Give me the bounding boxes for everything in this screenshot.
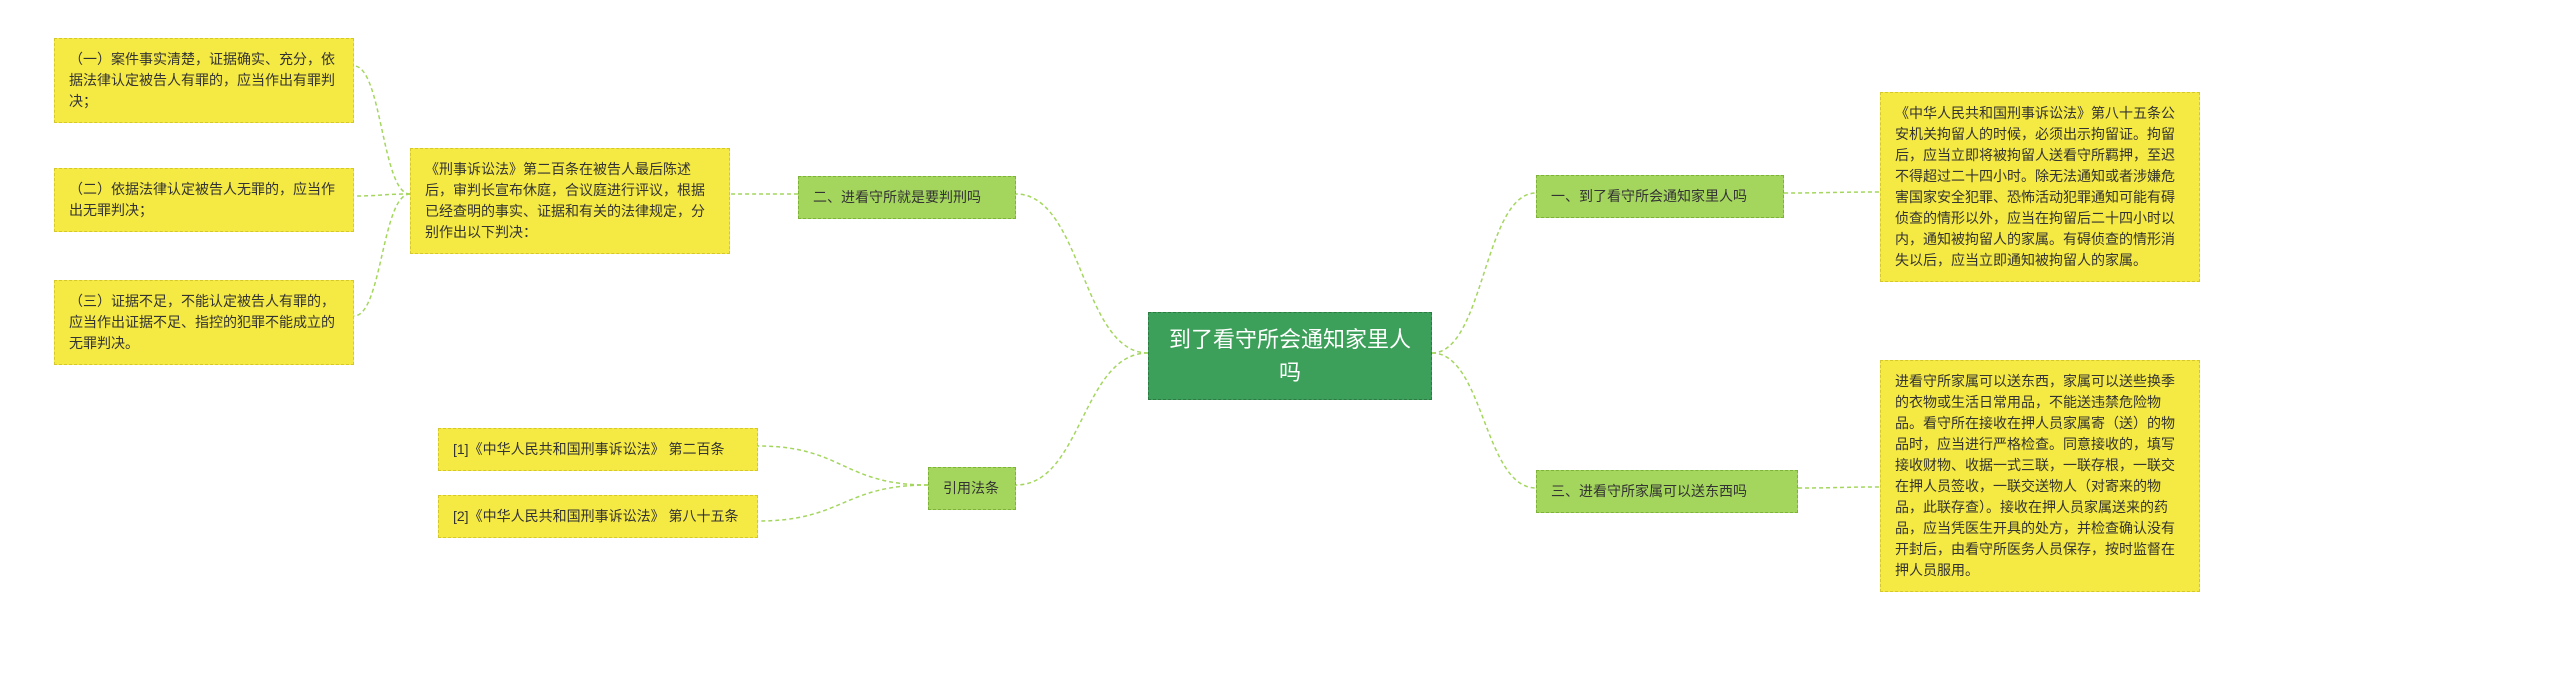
leaf-l1m1b: （二）依据法律认定被告人无罪的，应当作出无罪判决； [54, 168, 354, 232]
leaf-l2a: [1]《中华人民共和国刑事诉讼法》 第二百条 [438, 428, 758, 471]
branch-r1: 一、到了看守所会通知家里人吗 [1536, 175, 1784, 218]
leaf-r1-1: 《中华人民共和国刑事诉讼法》第八十五条公安机关拘留人的时候，必须出示拘留证。拘留… [1880, 92, 2200, 282]
center-node: 到了看守所会通知家里人吗 [1148, 312, 1432, 400]
leaf-l2b: [2]《中华人民共和国刑事诉讼法》 第八十五条 [438, 495, 758, 538]
leaf-l1m1c: （三）证据不足，不能认定被告人有罪的，应当作出证据不足、指控的犯罪不能成立的无罪… [54, 280, 354, 365]
branch-l2: 引用法条 [928, 467, 1016, 510]
branch-l1: 二、进看守所就是要判刑吗 [798, 176, 1016, 219]
mid-l1m1: 《刑事诉讼法》第二百条在被告人最后陈述后，审判长宣布休庭，合议庭进行评议，根据已… [410, 148, 730, 254]
leaf-r2-1: 进看守所家属可以送东西，家属可以送些换季的衣物或生活日常用品，不能送违禁危险物品… [1880, 360, 2200, 592]
branch-r2: 三、进看守所家属可以送东西吗 [1536, 470, 1798, 513]
leaf-l1m1a: （一）案件事实清楚，证据确实、充分，依据法律认定被告人有罪的，应当作出有罪判决； [54, 38, 354, 123]
